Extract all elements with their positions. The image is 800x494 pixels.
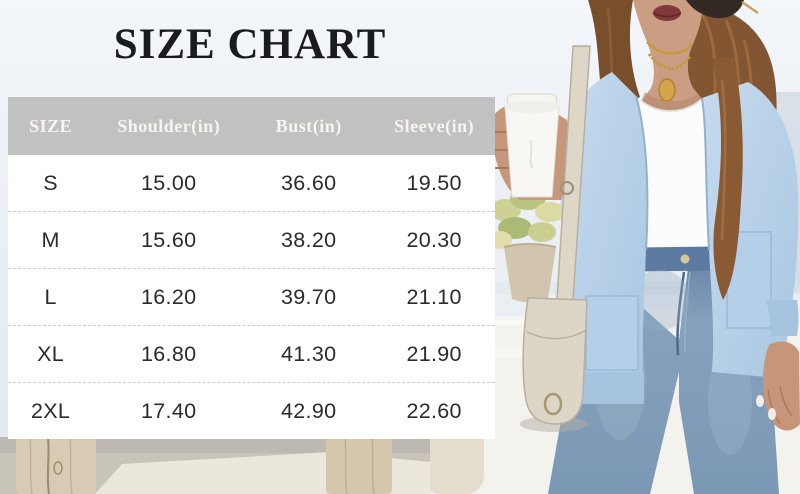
cell-sleeve: 21.10	[406, 284, 462, 309]
white-coffee-cup	[491, 93, 570, 200]
column-header-shoulder: Shoulder(in)	[117, 115, 221, 136]
cell-shoulder: 16.80	[141, 341, 197, 366]
cell-bust: 42.90	[281, 398, 337, 423]
cell-sleeve: 21.90	[406, 341, 462, 366]
table-row-l: L 16.20 39.70 21.10	[8, 268, 495, 325]
beige-shoulder-bag	[520, 45, 591, 432]
size-table: SIZE Shoulder(in) Bust(in) Sleeve(in) S …	[8, 97, 495, 439]
cell-shoulder: 15.60	[141, 227, 197, 252]
cell-shoulder: 16.20	[141, 284, 197, 309]
cell-size: S	[43, 170, 58, 195]
cell-size: L	[44, 284, 57, 309]
table-row-2xl: 2XL 17.40 42.90 22.60	[8, 382, 495, 439]
sunglasses	[686, 0, 744, 19]
cell-size: 2XL	[31, 398, 71, 423]
cell-bust: 41.30	[281, 341, 337, 366]
cell-bust: 39.70	[281, 284, 337, 309]
table-row-s: S 15.00 36.60 19.50	[8, 155, 495, 211]
column-header-size: SIZE	[29, 115, 73, 136]
size-table-header: SIZE Shoulder(in) Bust(in) Sleeve(in)	[8, 97, 495, 155]
page-title: SIZE CHART	[113, 21, 387, 68]
cell-size: M	[41, 227, 60, 252]
model	[491, 0, 800, 494]
white-tank-top	[634, 99, 714, 248]
cell-bust: 36.60	[281, 170, 337, 195]
cell-sleeve: 19.50	[406, 170, 462, 195]
cell-shoulder: 15.00	[141, 170, 197, 195]
gold-necklace	[646, 41, 693, 102]
table-row-m: M 15.60 38.20 20.30	[8, 211, 495, 268]
cell-size: XL	[37, 341, 65, 366]
size-table-body: S 15.00 36.60 19.50 M 15.60 38.20 20.30 …	[8, 155, 495, 439]
lips	[653, 5, 681, 21]
column-header-sleeve: Sleeve(in)	[394, 115, 475, 136]
wooden-posts	[16, 437, 392, 494]
right-hand	[756, 341, 800, 431]
cell-shoulder: 17.40	[141, 398, 197, 423]
cell-sleeve: 20.30	[406, 227, 462, 252]
cell-bust: 38.20	[281, 227, 337, 252]
column-header-bust: Bust(in)	[275, 115, 342, 136]
table-row-xl: XL 16.80 41.30 21.90	[8, 325, 495, 382]
cell-sleeve: 22.60	[406, 398, 462, 423]
